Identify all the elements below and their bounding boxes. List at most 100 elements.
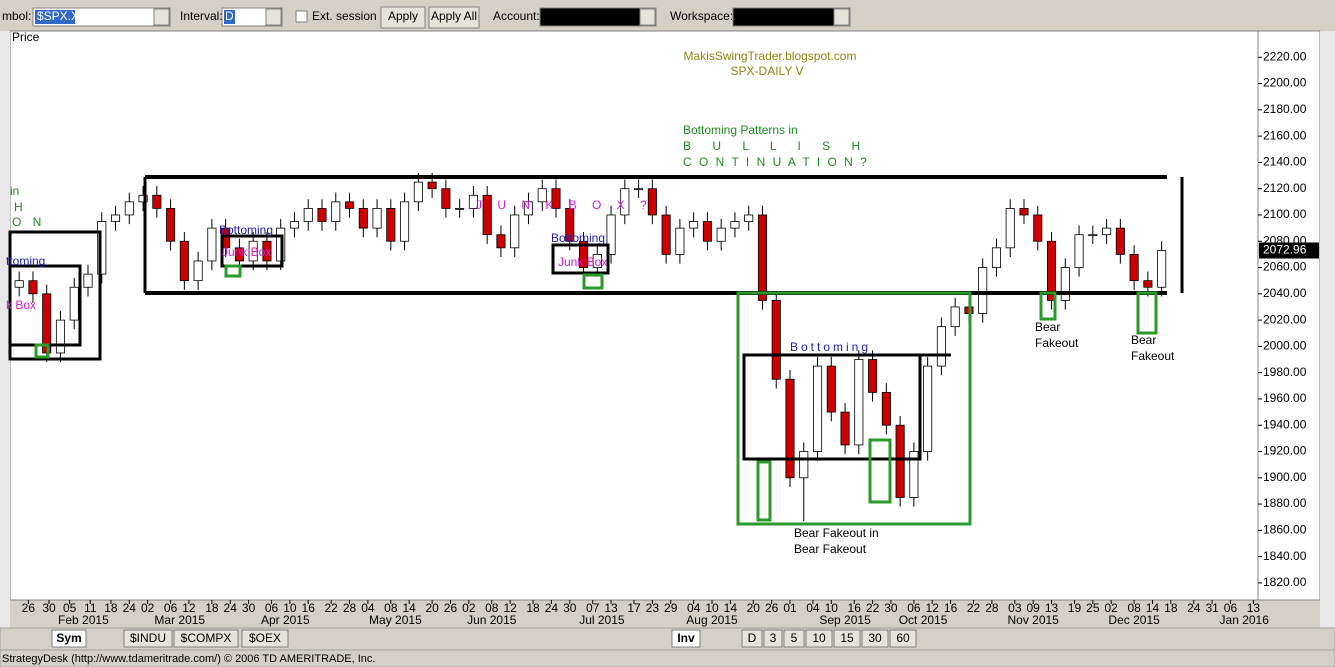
annotation: Fakeout (1035, 336, 1079, 350)
green-box (582, 273, 604, 290)
candle-body (1102, 227, 1112, 236)
x-tick-label: 16 (944, 601, 958, 615)
candle-body (138, 194, 148, 203)
candle-body (634, 188, 644, 191)
combo-arrow[interactable] (265, 8, 282, 26)
annotation: Junk Box (222, 245, 271, 259)
annotation: in (10, 184, 19, 198)
tab[interactable] (833, 629, 861, 648)
month-label: Oct 2015 (899, 613, 948, 627)
x-tick-label: 16 (848, 601, 862, 615)
candle-body (950, 306, 960, 328)
annotation: Bear (1035, 320, 1060, 334)
annotations: MakisSwingTrader.blogspot.com SPX-DAILY … (6, 49, 1175, 556)
candle-body (523, 201, 534, 216)
month-label: Sep 2015 (819, 613, 871, 627)
annotation: Fakeout (1131, 349, 1175, 363)
candle-body (289, 221, 300, 229)
annotation: O N (12, 215, 45, 229)
y-tick-label: 2220.00 (1263, 49, 1307, 63)
green-box (34, 343, 50, 359)
y-tick-label: 2020.00 (1263, 312, 1307, 326)
tab[interactable] (889, 629, 917, 648)
month-label: Dec 2015 (1108, 613, 1160, 627)
combo-arrow[interactable] (153, 8, 170, 26)
y-tick-label: 1940.00 (1263, 417, 1307, 431)
month-label: Jun 2015 (467, 613, 517, 627)
x-tick-label: 10 (825, 601, 839, 615)
x-tick-label: 18 (104, 601, 118, 615)
x-tick-label: 07 (586, 601, 600, 615)
candle-body (468, 194, 478, 209)
apply-button[interactable] (380, 6, 426, 29)
candle-body (179, 240, 189, 282)
interval-selection (224, 10, 235, 24)
last-price-label: 2072.96 (1263, 243, 1307, 257)
status-text: StrategyDesk (http://www.tdameritrade.co… (2, 653, 375, 665)
y-tick-label: 1920.00 (1263, 444, 1307, 458)
workspace-combo[interactable] (732, 7, 851, 27)
tab[interactable] (805, 629, 833, 648)
tab[interactable] (861, 629, 889, 648)
candle-body (813, 365, 823, 452)
candle-body (771, 299, 781, 380)
tab[interactable] (741, 629, 763, 648)
candle-body (1157, 250, 1167, 288)
candle-body (358, 208, 368, 229)
y-tick-label: 2060.00 (1263, 260, 1307, 274)
x-tick-label: 11 (84, 601, 97, 615)
x-tick-label: 12 (182, 601, 196, 615)
y-tick-label: 1840.00 (1263, 549, 1307, 563)
x-tick-label: 30 (884, 601, 898, 615)
symbol-value: $SPX.X (37, 9, 79, 23)
symbol-label: mbol: (2, 9, 31, 23)
x-tick-label: 20 (425, 601, 439, 615)
candle-body (909, 451, 919, 498)
y-tick-label: 1980.00 (1263, 365, 1307, 379)
candle-body (730, 221, 740, 229)
candle-body (14, 280, 24, 288)
candle-body (372, 208, 382, 229)
candle-body (510, 214, 520, 249)
y-tick-label: 2180.00 (1263, 102, 1307, 116)
y-axis-label: Price (12, 30, 40, 44)
green-box (1039, 291, 1057, 321)
annotation: H (14, 200, 23, 214)
annotation: k Box (6, 298, 36, 312)
x-tick-label: 13 (1045, 601, 1059, 615)
tab[interactable] (241, 629, 289, 648)
x-tick-label: 12 (503, 601, 517, 615)
interval-value: D (225, 9, 234, 23)
candle-body (647, 188, 657, 216)
tab[interactable] (783, 629, 805, 648)
x-tick-label: 14 (1146, 601, 1160, 615)
tab[interactable] (123, 629, 173, 648)
candle-body (537, 188, 547, 203)
y-tick-label: 2160.00 (1263, 128, 1307, 142)
account-combo[interactable] (539, 7, 657, 27)
x-tick-label: 24 (1187, 601, 1201, 615)
tab[interactable] (763, 629, 783, 648)
apply-all-button[interactable] (428, 6, 480, 29)
tab[interactable] (173, 629, 239, 648)
candle-body (716, 227, 726, 242)
x-tick-label: 30 (563, 601, 577, 615)
combo-arrow[interactable] (639, 8, 656, 26)
candle-body (248, 240, 258, 262)
tab[interactable] (671, 629, 701, 648)
month-label: Jul 2015 (579, 613, 625, 627)
y-tick-label: 2200.00 (1263, 76, 1307, 90)
candle-body (83, 273, 93, 288)
candle-body (344, 201, 355, 209)
tab-label: 5 (791, 631, 798, 645)
ext-checkbox[interactable] (295, 10, 308, 23)
combo-arrow[interactable] (833, 8, 850, 26)
x-tick-label: 30 (42, 601, 56, 615)
x-tick-label: 24 (123, 601, 137, 615)
candle-body (427, 181, 437, 190)
x-tick-label: 13 (1247, 601, 1261, 615)
tab[interactable] (51, 629, 87, 648)
box (220, 234, 284, 268)
annotation: ttoming (6, 254, 45, 268)
candle-body (1033, 214, 1043, 242)
